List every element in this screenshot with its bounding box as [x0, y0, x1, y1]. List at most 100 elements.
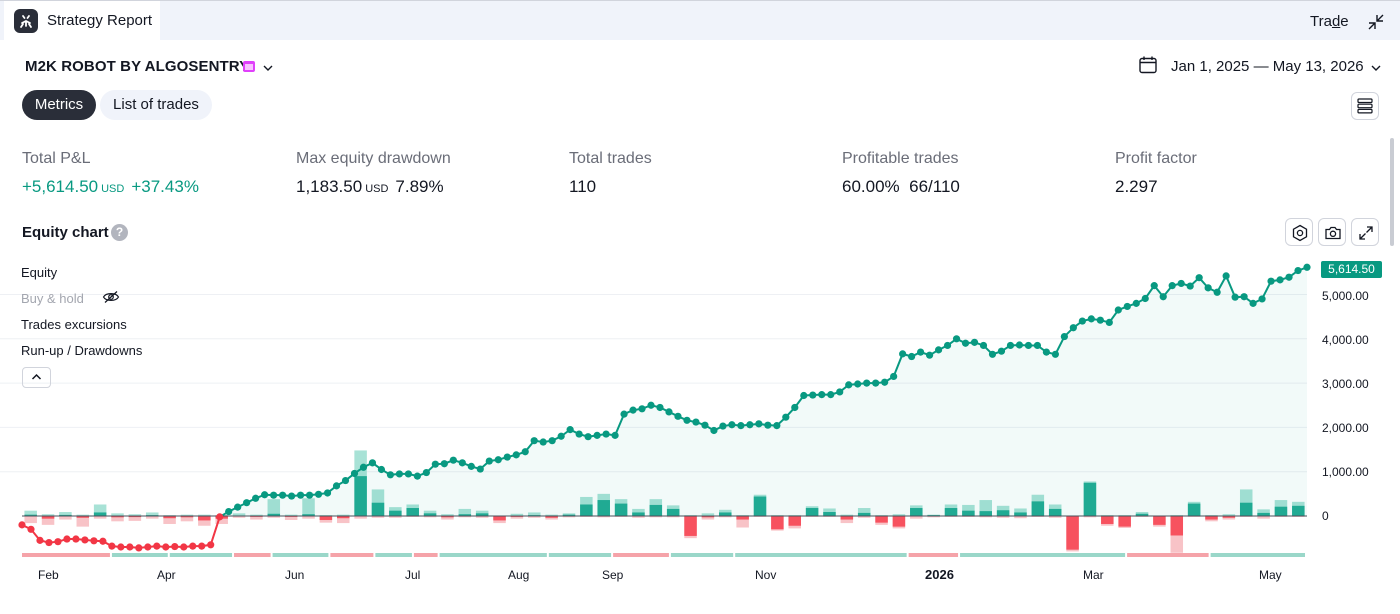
equity-point	[63, 535, 71, 543]
drawdown-bar	[701, 516, 715, 520]
equity-point	[997, 347, 1006, 355]
equity-point	[692, 418, 700, 426]
runup-drawdown-band	[960, 553, 1126, 557]
total-trades-label: Total trades	[569, 150, 652, 167]
drawdown-bar	[597, 516, 610, 518]
equity-point	[45, 538, 53, 547]
equity-point	[252, 494, 260, 502]
help-icon[interactable]: ?	[111, 224, 128, 241]
equity-point	[305, 491, 314, 499]
equity-point	[1114, 306, 1122, 314]
trade-profit-bar	[1292, 505, 1305, 516]
trade-profit-bar	[979, 511, 993, 516]
equity-point	[656, 403, 664, 412]
profit-factor-value: 2.297	[1115, 177, 1158, 196]
drawdown-bar	[302, 516, 315, 519]
equity-point	[665, 408, 673, 416]
drawdown-bar	[250, 516, 263, 520]
equity-point	[359, 463, 368, 471]
equity-point	[323, 489, 332, 497]
equity-point	[872, 379, 880, 387]
y-tick-label: 4,000.00	[1322, 333, 1369, 347]
equity-point	[180, 543, 188, 551]
equity-point	[1132, 299, 1140, 307]
drawdown-bar	[927, 516, 940, 518]
trade-profit-bar	[59, 514, 72, 516]
calendar-icon[interactable]	[1138, 55, 1158, 75]
legend-runup-drawdowns[interactable]: Run-up / Drawdowns	[21, 343, 143, 358]
report-panel	[0, 40, 1400, 614]
total-pnl-amount: +5,614.50	[22, 177, 99, 196]
runup-bar	[528, 512, 541, 516]
equity-point	[278, 491, 287, 499]
drawdown-bar	[336, 516, 350, 524]
runup-bar	[76, 514, 90, 516]
strategy-report-tab[interactable]: Strategy Report	[4, 1, 160, 41]
equity-point	[1141, 294, 1149, 303]
trade-profit-bar	[1187, 503, 1201, 516]
equity-point	[243, 499, 251, 507]
runup-bar	[545, 514, 558, 516]
legend-buy-hold[interactable]: Buy & hold	[21, 291, 84, 306]
equity-point	[1240, 293, 1248, 301]
equity-point	[1195, 274, 1203, 282]
scrollbar[interactable]	[1390, 138, 1394, 246]
chart-fullscreen-button[interactable]	[1351, 218, 1379, 246]
drawdown-bar	[736, 516, 749, 528]
equity-point	[575, 430, 583, 438]
legend-trades-excursions[interactable]: Trades excursions	[21, 317, 127, 332]
runup-bar	[284, 514, 298, 516]
legend-equity[interactable]: Equity	[21, 265, 58, 280]
collapse-icon[interactable]	[1366, 12, 1386, 32]
runup-bar	[198, 514, 211, 516]
trade-profit-bar	[24, 514, 37, 516]
trade-profit-bar	[1239, 502, 1253, 516]
total-pnl-value: +5,614.50 USD +37.43%	[22, 177, 199, 197]
date-range-chevron-down-icon[interactable]	[1370, 61, 1382, 73]
equity-chart[interactable]	[0, 250, 1390, 564]
drawdown-bar	[371, 516, 385, 518]
runup-bar	[962, 504, 975, 516]
trade-loss-bar	[76, 516, 90, 518]
eye-crossed-icon[interactable]	[102, 290, 120, 304]
runup-bar	[1222, 514, 1236, 516]
equity-point	[368, 459, 377, 467]
strategy-name[interactable]: M2K ROBOT BY ALGOSENTRY	[25, 58, 250, 75]
equity-point	[925, 351, 934, 359]
layout-menu-button[interactable]	[1351, 92, 1379, 120]
equity-point	[287, 492, 296, 500]
equity-point	[827, 391, 835, 399]
trade-loss-bar	[892, 516, 906, 527]
trade-profit-bar	[910, 508, 923, 516]
equity-point	[1006, 341, 1015, 350]
equity-point	[386, 471, 395, 479]
runup-bar	[302, 498, 315, 516]
equity-point	[422, 468, 430, 477]
equity-point	[153, 542, 161, 550]
strategy-chevron-down-icon[interactable]	[262, 61, 274, 73]
tab-list-of-trades[interactable]: List of trades	[100, 90, 212, 120]
trade-profit-bar	[666, 508, 680, 516]
date-range[interactable]: Jan 1, 2025 — May 13, 2026	[1171, 58, 1364, 75]
chart-settings-button[interactable]	[1285, 218, 1313, 246]
trade-loss-bar	[771, 516, 784, 530]
equity-point	[1096, 316, 1104, 324]
tab-metrics[interactable]: Metrics	[22, 90, 96, 120]
trade-link[interactable]: Trade	[1310, 13, 1349, 30]
equity-point	[189, 542, 197, 550]
runup-bar	[232, 513, 246, 516]
trade-link-prefix: Tra	[1310, 13, 1332, 30]
drawdown-bar	[41, 516, 55, 525]
equity-point	[494, 456, 502, 464]
legend-collapse-button[interactable]	[22, 367, 51, 388]
trade-loss-bar	[545, 516, 558, 518]
runup-drawdown-band	[169, 553, 233, 557]
equity-point	[54, 538, 62, 546]
drawdown-bar	[423, 516, 437, 518]
chart-snapshot-button[interactable]	[1318, 218, 1346, 246]
equity-point	[809, 391, 817, 399]
trade-loss-bar	[840, 516, 854, 520]
runup-bar	[441, 514, 454, 516]
total-trades-value: 110	[569, 177, 597, 196]
last-value-badge: 5,614.50	[1321, 261, 1382, 278]
